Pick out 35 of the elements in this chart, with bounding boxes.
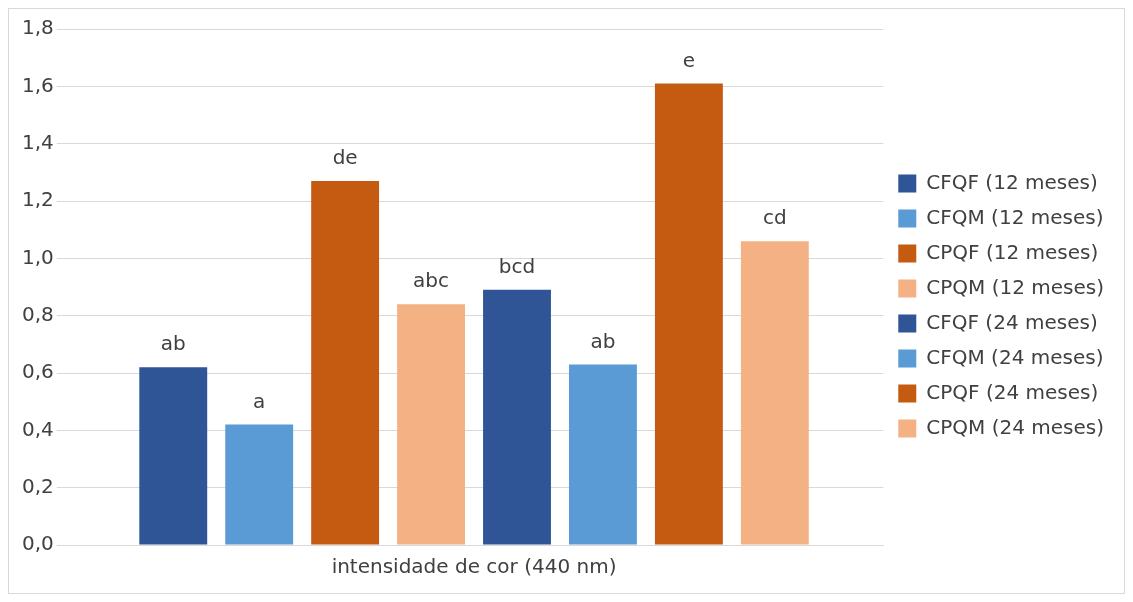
bar <box>225 424 294 545</box>
data-label: ab <box>590 328 616 353</box>
bar <box>139 367 208 545</box>
bar <box>654 83 723 545</box>
y-tick-label: 0,2 <box>21 473 54 498</box>
legend-label: CPQM (24 meses) <box>926 414 1105 439</box>
legend-label: CPQF (12 meses) <box>926 239 1099 264</box>
data-label: a <box>253 388 266 413</box>
legend-label: CFQF (12 meses) <box>926 169 1098 194</box>
data-label: de <box>332 145 358 170</box>
y-tick-label: 1,2 <box>21 187 54 212</box>
legend-label: CFQM (12 meses) <box>926 204 1104 229</box>
legend-label: CFQM (24 meses) <box>926 344 1104 369</box>
legend-label: CFQF (24 meses) <box>926 309 1098 334</box>
y-tick-label: 0,8 <box>21 301 54 326</box>
y-tick-label: 0,0 <box>21 531 54 556</box>
bar <box>483 289 551 545</box>
legend-label: CPQF (24 meses) <box>926 379 1099 404</box>
bar <box>311 180 380 545</box>
data-label: cd <box>762 205 787 230</box>
y-tick-label: 0,4 <box>21 416 54 441</box>
bar <box>397 304 466 545</box>
y-tick-label: 1,0 <box>21 244 54 269</box>
bar <box>740 241 809 545</box>
x-tick-label: intensidade de cor (440 nm) <box>331 554 617 579</box>
data-label: e <box>682 47 696 72</box>
bar <box>569 364 637 545</box>
data-label: bcd <box>498 254 536 279</box>
y-tick-label: 0,6 <box>21 359 54 384</box>
y-tick-label: 1,8 <box>21 15 54 40</box>
y-tick-label: 1,4 <box>21 129 54 154</box>
legend-label: CPQM (12 meses) <box>926 274 1105 299</box>
data-label: abc <box>413 268 450 293</box>
y-tick-label: 1,6 <box>21 72 54 97</box>
data-label: ab <box>160 331 186 356</box>
